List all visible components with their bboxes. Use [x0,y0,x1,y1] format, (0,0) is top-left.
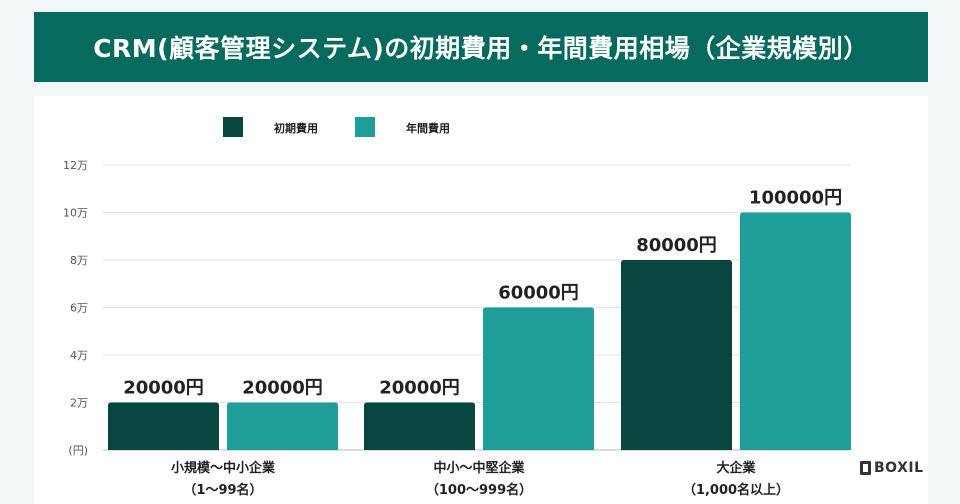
x-tick-label: 小規模〜中小企業 [171,460,276,476]
legend-swatch [223,117,243,137]
bar [621,260,732,450]
y-tick-label: 12万 [63,159,88,172]
y-tick-label: 6万 [70,302,88,315]
y-tick-label: 2万 [70,397,88,410]
data-label: 100000円 [749,188,842,209]
bar [740,212,851,450]
x-tick-label: 中小〜中堅企業 [433,460,525,476]
legend-label: 初期費用 [274,121,318,135]
data-label: 60000円 [498,283,579,304]
data-label: 20000円 [379,378,460,399]
y-tick-label: 8万 [70,254,88,267]
data-label: 80000円 [636,235,717,256]
bar [483,307,594,450]
data-label: 20000円 [123,378,204,399]
bar [108,402,219,450]
x-tick-label: 大企業 [716,460,756,476]
boxil-logo: BOXIL [860,458,924,478]
bar [364,402,475,450]
data-label: 20000円 [242,378,323,399]
y-tick-label: (円) [68,444,88,457]
x-tick-sublabel: （100〜999名） [426,482,532,498]
y-tick-label: 10万 [63,207,88,220]
y-tick-label: 4万 [70,349,88,362]
boxil-logo-icon [860,461,871,475]
logo-text: BOXIL [874,460,924,476]
x-tick-sublabel: （1〜99名） [183,482,262,498]
legend-label: 年間費用 [406,121,450,135]
legend-swatch [355,117,375,137]
x-tick-sublabel: （1,000名以上） [683,482,789,498]
page-title: CRM(顧客管理システム)の初期費用・年間費用相場（企業規模別） [34,12,928,82]
bar [227,402,338,450]
